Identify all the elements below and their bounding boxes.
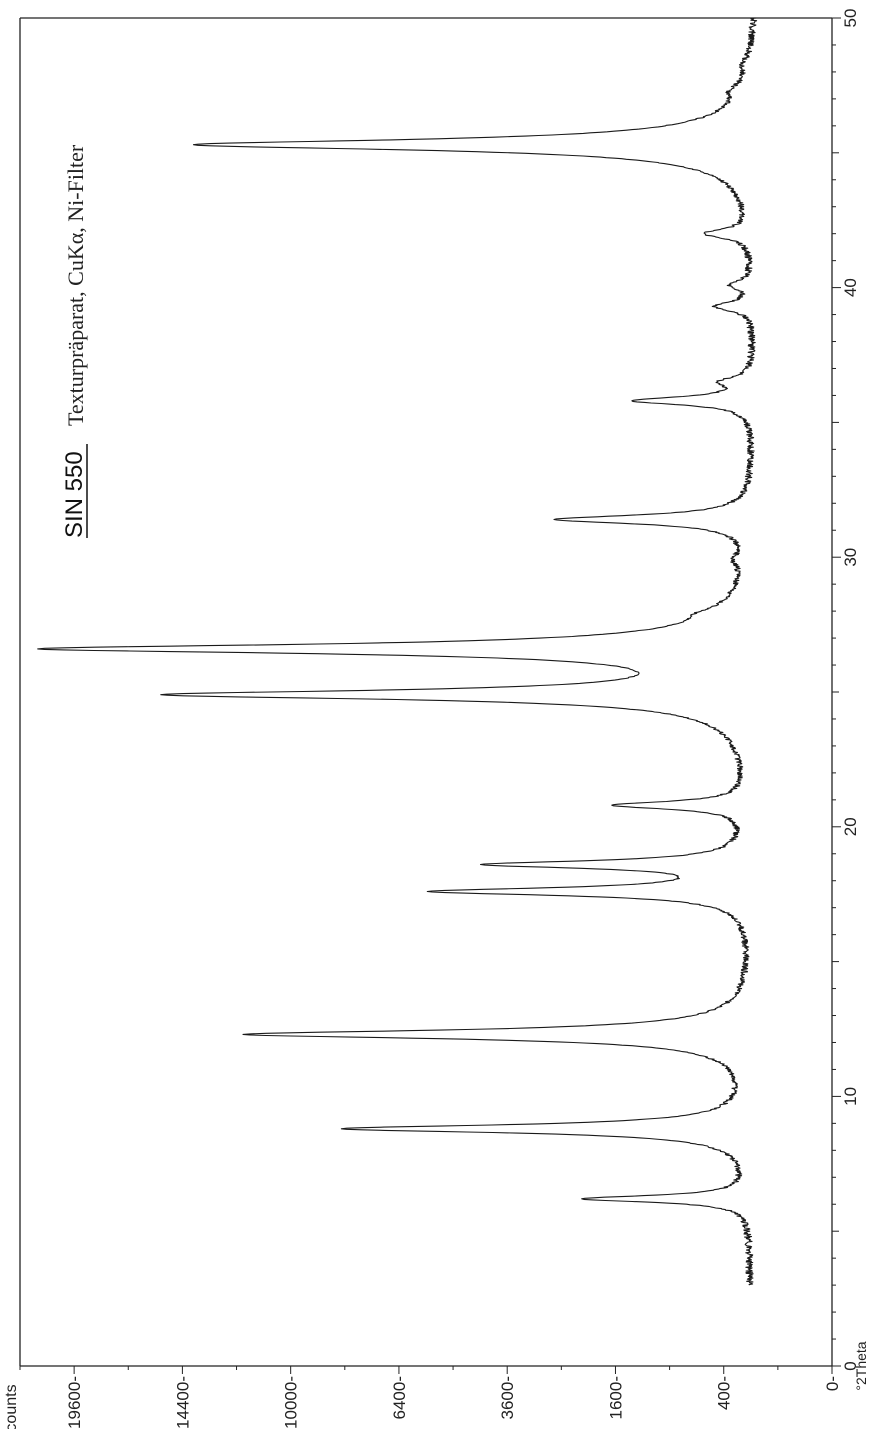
x-tick-label: 10 (841, 1087, 860, 1106)
y-tick-label: 1600- (606, 1376, 625, 1419)
y-tick-label: 400- (715, 1376, 734, 1410)
x-tick-label: 30 (841, 548, 860, 567)
y-tick-label: 6400- (390, 1376, 409, 1419)
x-axis: 0 10 20 30 40 50 (832, 9, 860, 1371)
plot-frame (19, 17, 833, 1367)
y-tick-label: 19600- (65, 1376, 84, 1429)
y-axis-label: counts (3, 1384, 20, 1429)
x-tick-label: 20 (841, 817, 860, 836)
y-tick-label: 0- (823, 1376, 842, 1391)
x-axis-label: °2Theta (853, 1341, 869, 1390)
y-axis: 0- 400- 1600- 3600- 6400- 10000- 14400- 19600- (19, 1366, 842, 1429)
chart-title: SIN 550 (61, 451, 88, 538)
chart-subtitle: Texturpräparat, CuKα, Ni-Filter (63, 144, 88, 426)
y-tick-label: 3600- (498, 1376, 517, 1419)
x-tick-label: 0 (841, 1361, 860, 1370)
x-tick-label: 40 (841, 278, 860, 297)
x-tick-label: 50 (841, 9, 860, 28)
diffraction-pattern-line (37, 17, 758, 1286)
y-tick-label: 10000- (282, 1376, 301, 1429)
chart-title-group: SIN 550 Texturpräparat, CuKα, Ni-Filter (61, 144, 88, 538)
y-tick-label: 14400- (173, 1376, 192, 1429)
